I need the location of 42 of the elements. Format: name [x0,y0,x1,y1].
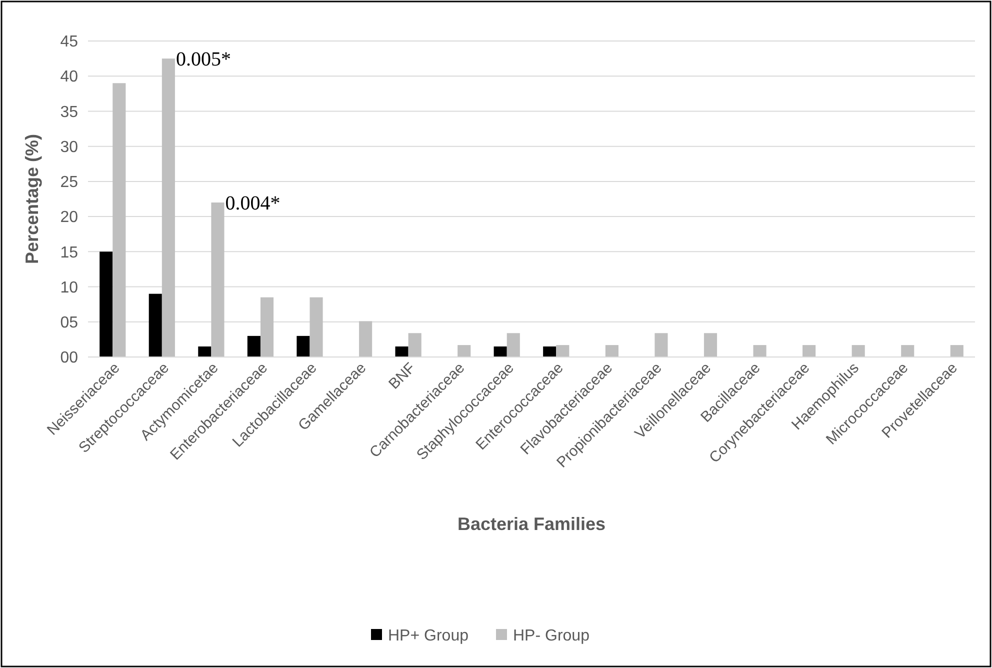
bar [162,58,175,357]
legend-label: HP- Group [513,628,590,645]
bar [395,346,408,357]
bar [112,83,126,357]
y-tick-label: 15 [60,244,78,262]
y-tick-label: 10 [60,279,78,296]
bar [543,346,556,357]
bar [260,297,274,357]
bar [408,333,422,357]
y-tick-label: 05 [60,314,78,332]
y-tick-label: 45 [60,34,78,51]
y-tick-label: 30 [60,138,78,156]
legend-label: HP+ Group [388,628,469,645]
bar [556,345,570,357]
y-tick-label: 25 [60,174,78,192]
bar [654,333,668,357]
bar [148,294,162,357]
annotation: 0.004* [225,192,280,215]
bar [950,345,964,357]
bar [901,345,914,357]
bar [605,345,618,357]
y-tick-label: 40 [60,68,78,86]
y-axis-title: Percentage (%) [22,134,42,264]
bar [458,345,471,357]
bar [852,345,865,357]
y-tick-label: 00 [60,350,78,367]
bar [100,252,113,357]
bar [359,321,372,357]
bar [211,202,224,357]
bar [704,333,718,357]
y-tick-label: 20 [60,209,78,226]
annotation: 0.005* [176,48,231,71]
x-axis-title: Bacteria Families [457,514,606,534]
bar [247,336,260,357]
bar [802,345,816,357]
bar [198,346,212,357]
bar [310,297,323,357]
bar [494,346,507,357]
bar [506,333,520,357]
bar [753,345,766,357]
bar [296,336,310,357]
y-tick-label: 35 [60,104,78,121]
